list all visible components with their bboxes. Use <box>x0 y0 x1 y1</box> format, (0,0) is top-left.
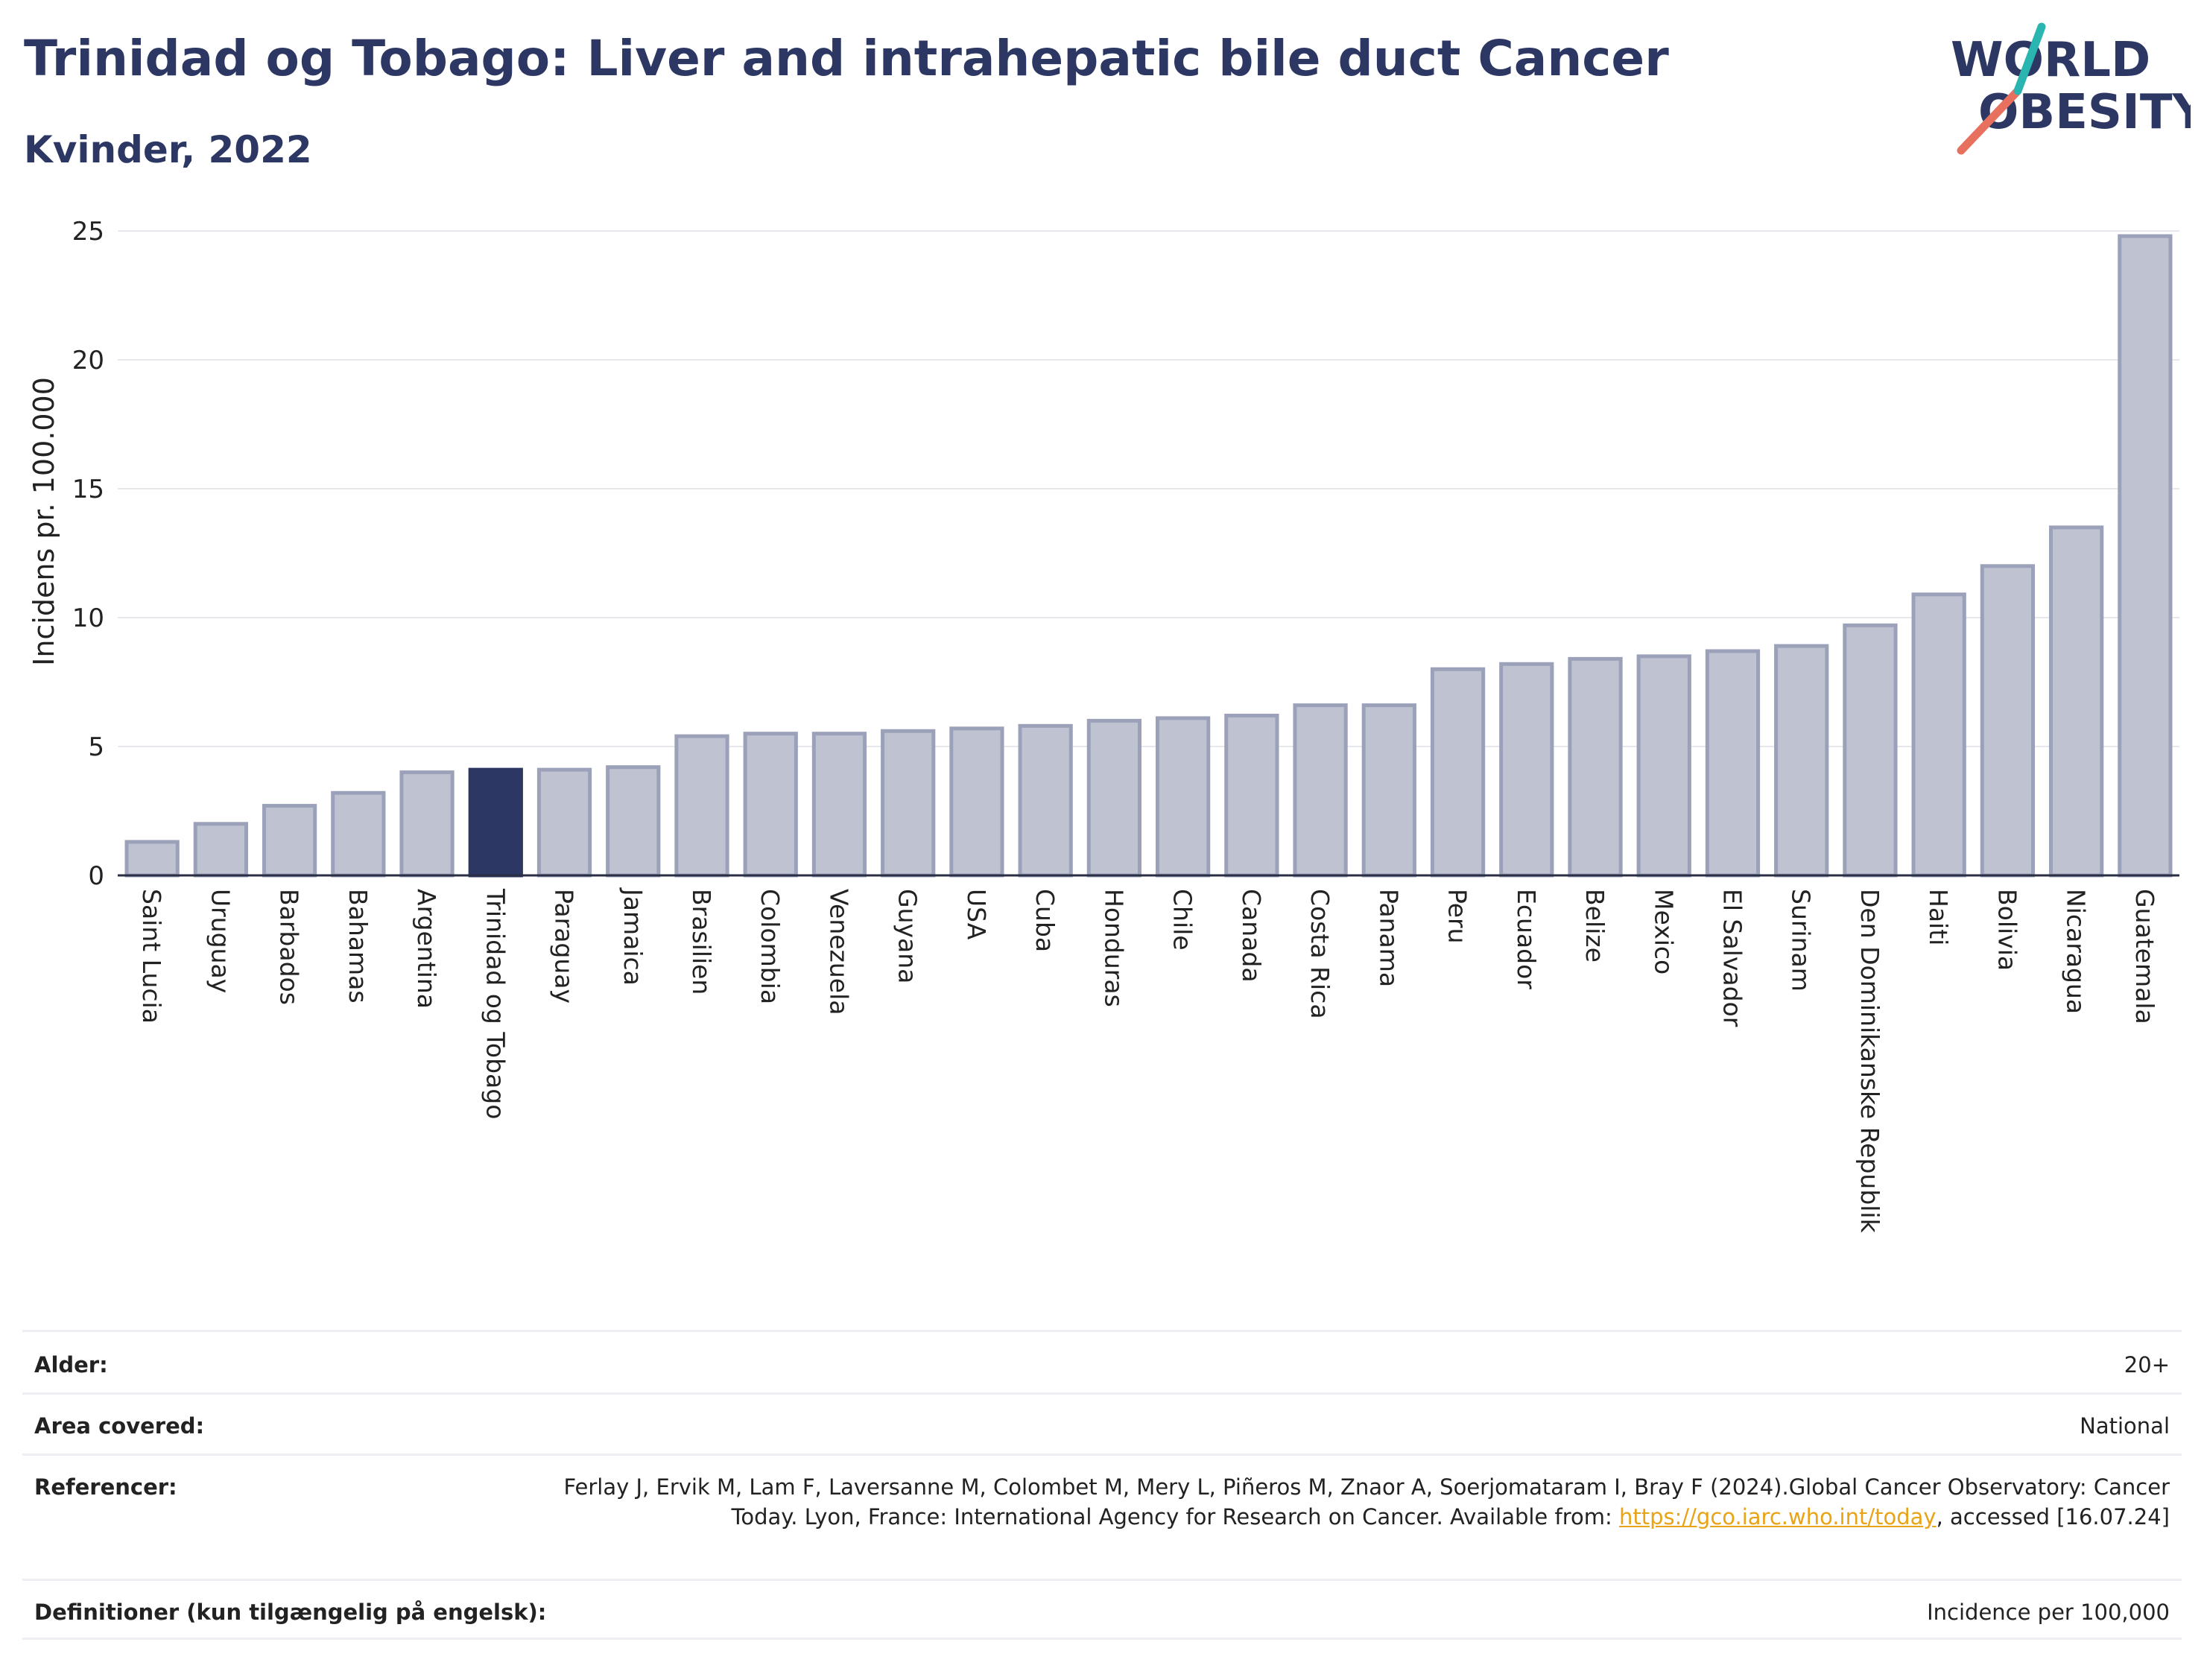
bar <box>1843 623 1898 878</box>
x-tick-label: Trinidad og Tobago <box>481 888 510 1119</box>
bar <box>1018 723 1073 878</box>
bar <box>811 732 867 878</box>
info-value-references: Ferlay J, Ervik M, Lam F, Laversanne M, … <box>531 1472 2182 1532</box>
bar <box>1980 564 2036 878</box>
y-tick-label: 0 <box>88 861 104 891</box>
page-title: Trinidad og Tobago: Liver and intrahepat… <box>24 30 1669 87</box>
bar <box>2049 525 2104 878</box>
x-tick-label: Panama <box>1374 889 1403 987</box>
bar <box>949 726 1004 878</box>
info-row-definitions: Definitioner (kun tilgængelig på engelsk… <box>22 1579 2182 1640</box>
x-tick-label: Den Dominikanske Republik <box>1855 889 1884 1234</box>
bar <box>1774 644 1829 878</box>
x-tick-label: Mexico <box>1649 889 1678 974</box>
x-tick-label: Brasilien <box>687 889 716 995</box>
bar <box>1224 713 1279 878</box>
x-tick-label: Peru <box>1443 889 1472 944</box>
bar <box>1430 667 1486 878</box>
x-tick-label: Surinam <box>1787 889 1816 992</box>
bar <box>1499 662 1554 878</box>
y-tick-label: 5 <box>88 732 104 762</box>
x-tick-label: USA <box>962 889 991 940</box>
bar <box>262 804 317 878</box>
bars <box>124 234 2173 878</box>
x-tick-label: Belize <box>1580 889 1609 963</box>
info-value-definitions: Incidence per 100,000 <box>1927 1600 2170 1625</box>
x-tick-label: Bahamas <box>343 889 373 1004</box>
page-subtitle: Kvinder, 2022 <box>24 128 312 171</box>
x-tick-label: Guyana <box>893 889 922 983</box>
x-tick-label: Guatemala <box>2130 889 2159 1024</box>
bar <box>536 767 592 878</box>
bar <box>331 790 386 878</box>
x-tick-label: Canada <box>1237 889 1266 983</box>
x-tick-label: Bolivia <box>1992 889 2021 971</box>
bar <box>1361 703 1416 878</box>
info-row-area: Area covered: National <box>22 1392 2182 1454</box>
bar <box>1568 656 1623 878</box>
x-tick-label: Paraguay <box>550 889 579 1004</box>
bar <box>674 734 729 878</box>
bar <box>881 729 936 878</box>
bar <box>1636 654 1691 878</box>
reference-accessed: , accessed [16.07.24] <box>1936 1504 2170 1530</box>
x-tick-label: Ecuador <box>1512 889 1541 989</box>
x-tick-label: Venezuela <box>824 889 853 1015</box>
world-obesity-logo: WORLD OBESITY <box>1951 22 2191 155</box>
y-tick-label: 15 <box>72 475 104 504</box>
x-tick-label: Costa Rica <box>1305 889 1334 1019</box>
info-label-references: Referencer: <box>34 1474 177 1500</box>
bar <box>468 767 523 878</box>
bar <box>1911 592 1966 878</box>
y-tick-label: 20 <box>72 346 104 375</box>
info-row-references: Referencer: Ferlay J, Ervik M, Lam F, La… <box>22 1454 2182 1579</box>
bar <box>1086 718 1142 878</box>
x-tick-label: Honduras <box>1099 889 1128 1007</box>
bar <box>1705 649 1761 878</box>
bar <box>1293 703 1348 878</box>
y-axis-label: Incidens pr. 100.000 <box>28 377 60 666</box>
bar <box>743 732 798 878</box>
x-axis-ticks: Saint Lucia Uruguay Barbados Bahamas Argenti… <box>137 887 2159 1234</box>
bar <box>124 840 180 878</box>
x-tick-label: Cuba <box>1030 889 1060 952</box>
x-tick-label: Nicaragua <box>2062 889 2091 1014</box>
x-tick-label: Saint Lucia <box>137 889 166 1024</box>
logo-slash-teal <box>2013 22 2046 95</box>
info-row-age: Alder: 20+ <box>22 1330 2182 1392</box>
x-tick-label: Barbados <box>275 889 304 1005</box>
bar <box>606 765 661 878</box>
reference-text: Ferlay J, Ervik M, Lam F, Laversanne M, … <box>563 1474 2170 1530</box>
bar <box>193 822 248 878</box>
info-label-age: Alder: <box>34 1352 108 1378</box>
y-tick-label: 25 <box>72 217 104 247</box>
info-table: Alder: 20+ Area covered: National Refere… <box>22 1330 2182 1640</box>
info-value-area: National <box>2080 1413 2170 1439</box>
x-tick-label: Colombia <box>756 889 785 1004</box>
x-tick-label: El Salvador <box>1717 889 1747 1027</box>
logo-slash-red <box>1957 86 2022 155</box>
x-tick-label: Jamaica <box>618 887 647 986</box>
y-tick-label: 10 <box>72 603 104 633</box>
y-axis-ticks: 0 5 10 15 20 25 <box>72 217 104 891</box>
reference-link[interactable]: https://gco.iarc.who.int/today <box>1618 1504 1937 1530</box>
bar <box>399 770 455 878</box>
x-tick-label: Argentina <box>412 889 441 1009</box>
x-tick-label: Uruguay <box>206 889 235 993</box>
logo-text-world: WORLD <box>1951 33 2150 88</box>
info-label-area: Area covered: <box>34 1413 205 1439</box>
x-tick-label: Haiti <box>1924 889 1953 945</box>
x-tick-label: Chile <box>1168 889 1197 951</box>
bar <box>1155 716 1211 878</box>
info-label-definitions: Definitioner (kun tilgængelig på engelsk… <box>34 1600 547 1625</box>
bar <box>2118 234 2173 878</box>
info-value-age: 20+ <box>2124 1352 2170 1378</box>
bar-chart: 0 5 10 15 20 25 Saint Lucia Uruguay Barbados Bah… <box>28 217 2179 1234</box>
